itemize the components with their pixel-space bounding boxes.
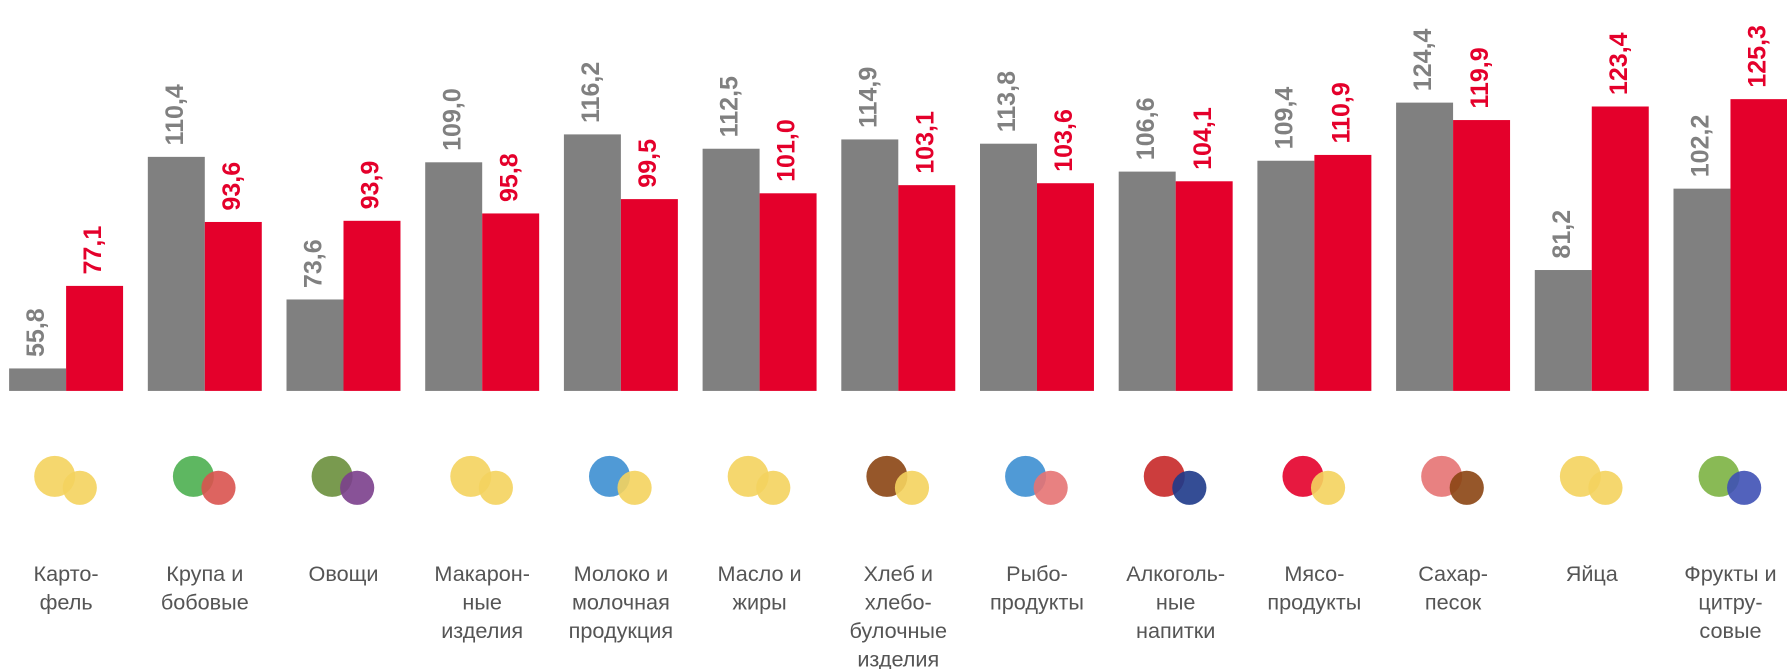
icon — [201, 471, 235, 505]
bar — [760, 193, 817, 391]
bar — [482, 213, 539, 390]
value-label: 106,6 — [1132, 97, 1160, 160]
value-label: 102,2 — [1687, 115, 1715, 178]
value-label: 99,5 — [634, 139, 662, 188]
value-label: 125,3 — [1744, 25, 1772, 88]
category-label: Сахар-песок — [1418, 561, 1488, 614]
chart: 55,8 77,1 Карто-фель 110,4 93,6 Крупа ибобовы… — [0, 0, 1787, 669]
value-label: 93,9 — [357, 161, 385, 210]
bar — [148, 157, 205, 391]
bar — [703, 149, 760, 391]
value-label: 109,0 — [438, 88, 466, 151]
icon — [63, 471, 97, 505]
value-label: 110,9 — [1327, 82, 1355, 143]
value-label: 123,4 — [1605, 32, 1633, 95]
bar — [1314, 155, 1371, 391]
bar — [9, 368, 66, 390]
bar — [1396, 103, 1453, 391]
value-label: 114,9 — [854, 67, 882, 128]
bar — [287, 299, 344, 390]
bar — [1257, 161, 1314, 391]
value-label: 103,1 — [911, 111, 939, 174]
category-label: Мясо-продукты — [1267, 561, 1361, 614]
icon — [1034, 471, 1068, 505]
value-label: 55,8 — [22, 308, 50, 357]
bar — [841, 139, 898, 390]
category-label: Яйца — [1566, 561, 1619, 586]
value-label: 109,4 — [1271, 87, 1299, 150]
value-label: 113,8 — [993, 71, 1021, 132]
bar — [898, 185, 955, 391]
category-label: Рыбо-продукты — [990, 561, 1084, 614]
value-label: 116,2 — [577, 62, 605, 123]
icon — [1727, 471, 1761, 505]
bar — [564, 134, 621, 391]
bar — [1176, 181, 1233, 391]
icon — [1588, 471, 1622, 505]
icon — [1172, 471, 1206, 505]
bar — [343, 221, 400, 391]
bar — [66, 286, 123, 391]
value-label: 101,0 — [773, 119, 801, 182]
value-label: 77,1 — [79, 226, 107, 275]
value-label: 81,2 — [1548, 210, 1576, 259]
value-label: 110,4 — [161, 84, 189, 145]
bar — [621, 199, 678, 391]
bar — [980, 144, 1037, 391]
value-label: 104,1 — [1189, 107, 1217, 170]
bar — [425, 162, 482, 391]
value-label: 73,6 — [300, 239, 328, 288]
bar — [1119, 172, 1176, 391]
icon — [895, 471, 929, 505]
icon — [1450, 471, 1484, 505]
icon — [617, 471, 651, 505]
bar — [1453, 120, 1510, 391]
value-label: 119,9 — [1466, 47, 1494, 108]
bar — [205, 222, 262, 391]
page: 55,8 77,1 Карто-фель 110,4 93,6 Крупа ибобовы… — [0, 0, 1787, 669]
bar — [1730, 99, 1787, 391]
bar — [1535, 270, 1592, 391]
icon — [1311, 471, 1345, 505]
icon — [340, 471, 374, 505]
value-label: 103,6 — [1050, 109, 1078, 172]
value-label: 95,8 — [495, 153, 523, 202]
bar — [1037, 183, 1094, 391]
value-label: 93,6 — [218, 162, 246, 211]
category-label: Карто-фель — [34, 561, 99, 614]
category-label: Овощи — [308, 561, 378, 586]
bar — [1673, 189, 1730, 391]
bar — [1592, 106, 1649, 390]
value-label: 124,4 — [1409, 28, 1437, 91]
icon — [479, 471, 513, 505]
icon — [756, 471, 790, 505]
value-label: 112,5 — [716, 76, 744, 137]
